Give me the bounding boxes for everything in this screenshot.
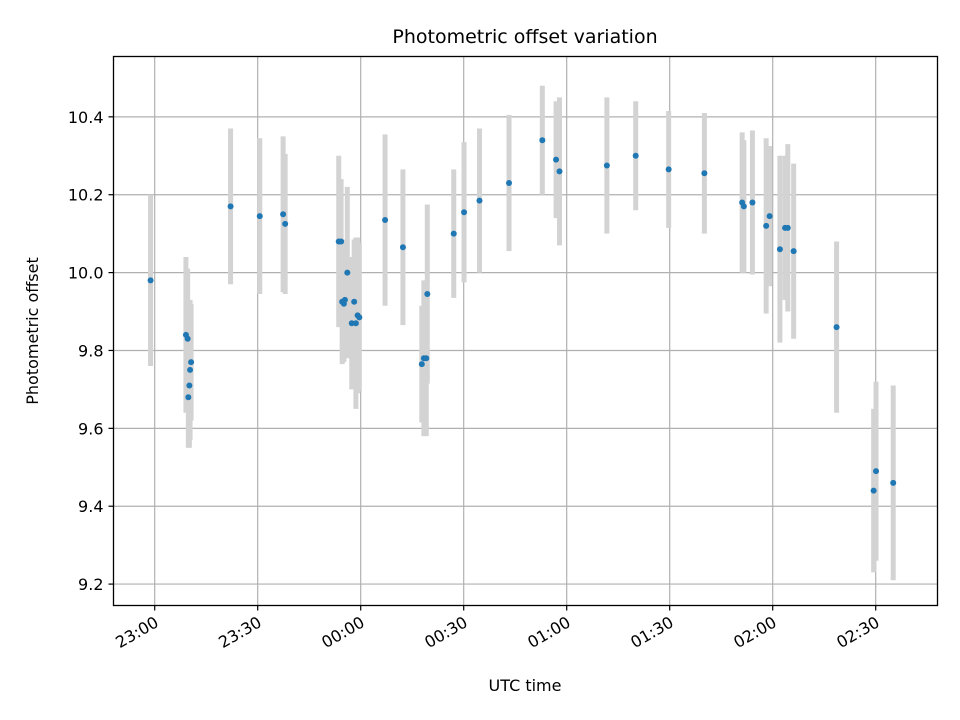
data-point — [187, 366, 194, 373]
data-point — [701, 170, 708, 177]
data-point — [632, 152, 639, 159]
data-point — [506, 180, 513, 187]
data-point — [870, 487, 877, 494]
y-tick-label: 10.4 — [68, 108, 104, 127]
data-point — [338, 238, 345, 245]
data-point — [603, 162, 610, 169]
data-point — [833, 324, 840, 331]
data-point — [766, 213, 773, 220]
data-point — [341, 296, 348, 303]
data-point — [185, 394, 192, 401]
data-point — [665, 166, 672, 173]
data-point — [184, 335, 191, 342]
data-point — [382, 217, 389, 224]
data-point — [227, 203, 234, 210]
data-point — [256, 213, 263, 220]
data-point — [399, 244, 406, 251]
data-point — [476, 197, 483, 204]
data-point — [344, 269, 351, 276]
y-tick-label: 10.0 — [68, 264, 104, 283]
x-axis-title: UTC time — [489, 676, 562, 695]
data-point — [188, 359, 195, 366]
data-point — [776, 246, 783, 253]
data-point — [356, 314, 363, 321]
data-point — [556, 168, 563, 175]
data-point — [763, 222, 770, 229]
y-tick-label: 10.2 — [68, 186, 104, 205]
data-point — [423, 355, 430, 362]
data-point — [740, 203, 747, 210]
data-point — [418, 361, 425, 368]
y-tick-label: 9.2 — [78, 575, 103, 594]
data-point — [450, 230, 457, 237]
data-points — [147, 137, 897, 494]
data-point — [348, 320, 355, 327]
data-point — [280, 211, 287, 218]
y-tick-label: 9.6 — [78, 419, 103, 438]
data-point — [186, 382, 193, 389]
y-axis-ticks: 9.2 9.4 9.6 9.8 10.0 10.2 10.4 — [68, 108, 114, 594]
data-point — [352, 320, 359, 327]
plot-frame — [112, 55, 939, 607]
data-point — [790, 248, 797, 255]
data-point — [424, 291, 431, 298]
data-point — [749, 199, 756, 206]
data-point — [282, 220, 289, 227]
data-point — [539, 137, 546, 144]
data-point — [784, 224, 791, 231]
data-point — [461, 209, 468, 216]
y-axis-title: Photometric offset — [23, 257, 42, 405]
chart-title: Photometric offset variation — [392, 26, 657, 48]
data-point — [553, 156, 560, 163]
data-point — [890, 479, 897, 486]
data-point — [873, 468, 880, 475]
data-point — [351, 298, 358, 305]
data-point — [147, 277, 154, 284]
y-tick-label: 9.4 — [78, 497, 103, 516]
y-tick-label: 9.8 — [78, 341, 103, 360]
